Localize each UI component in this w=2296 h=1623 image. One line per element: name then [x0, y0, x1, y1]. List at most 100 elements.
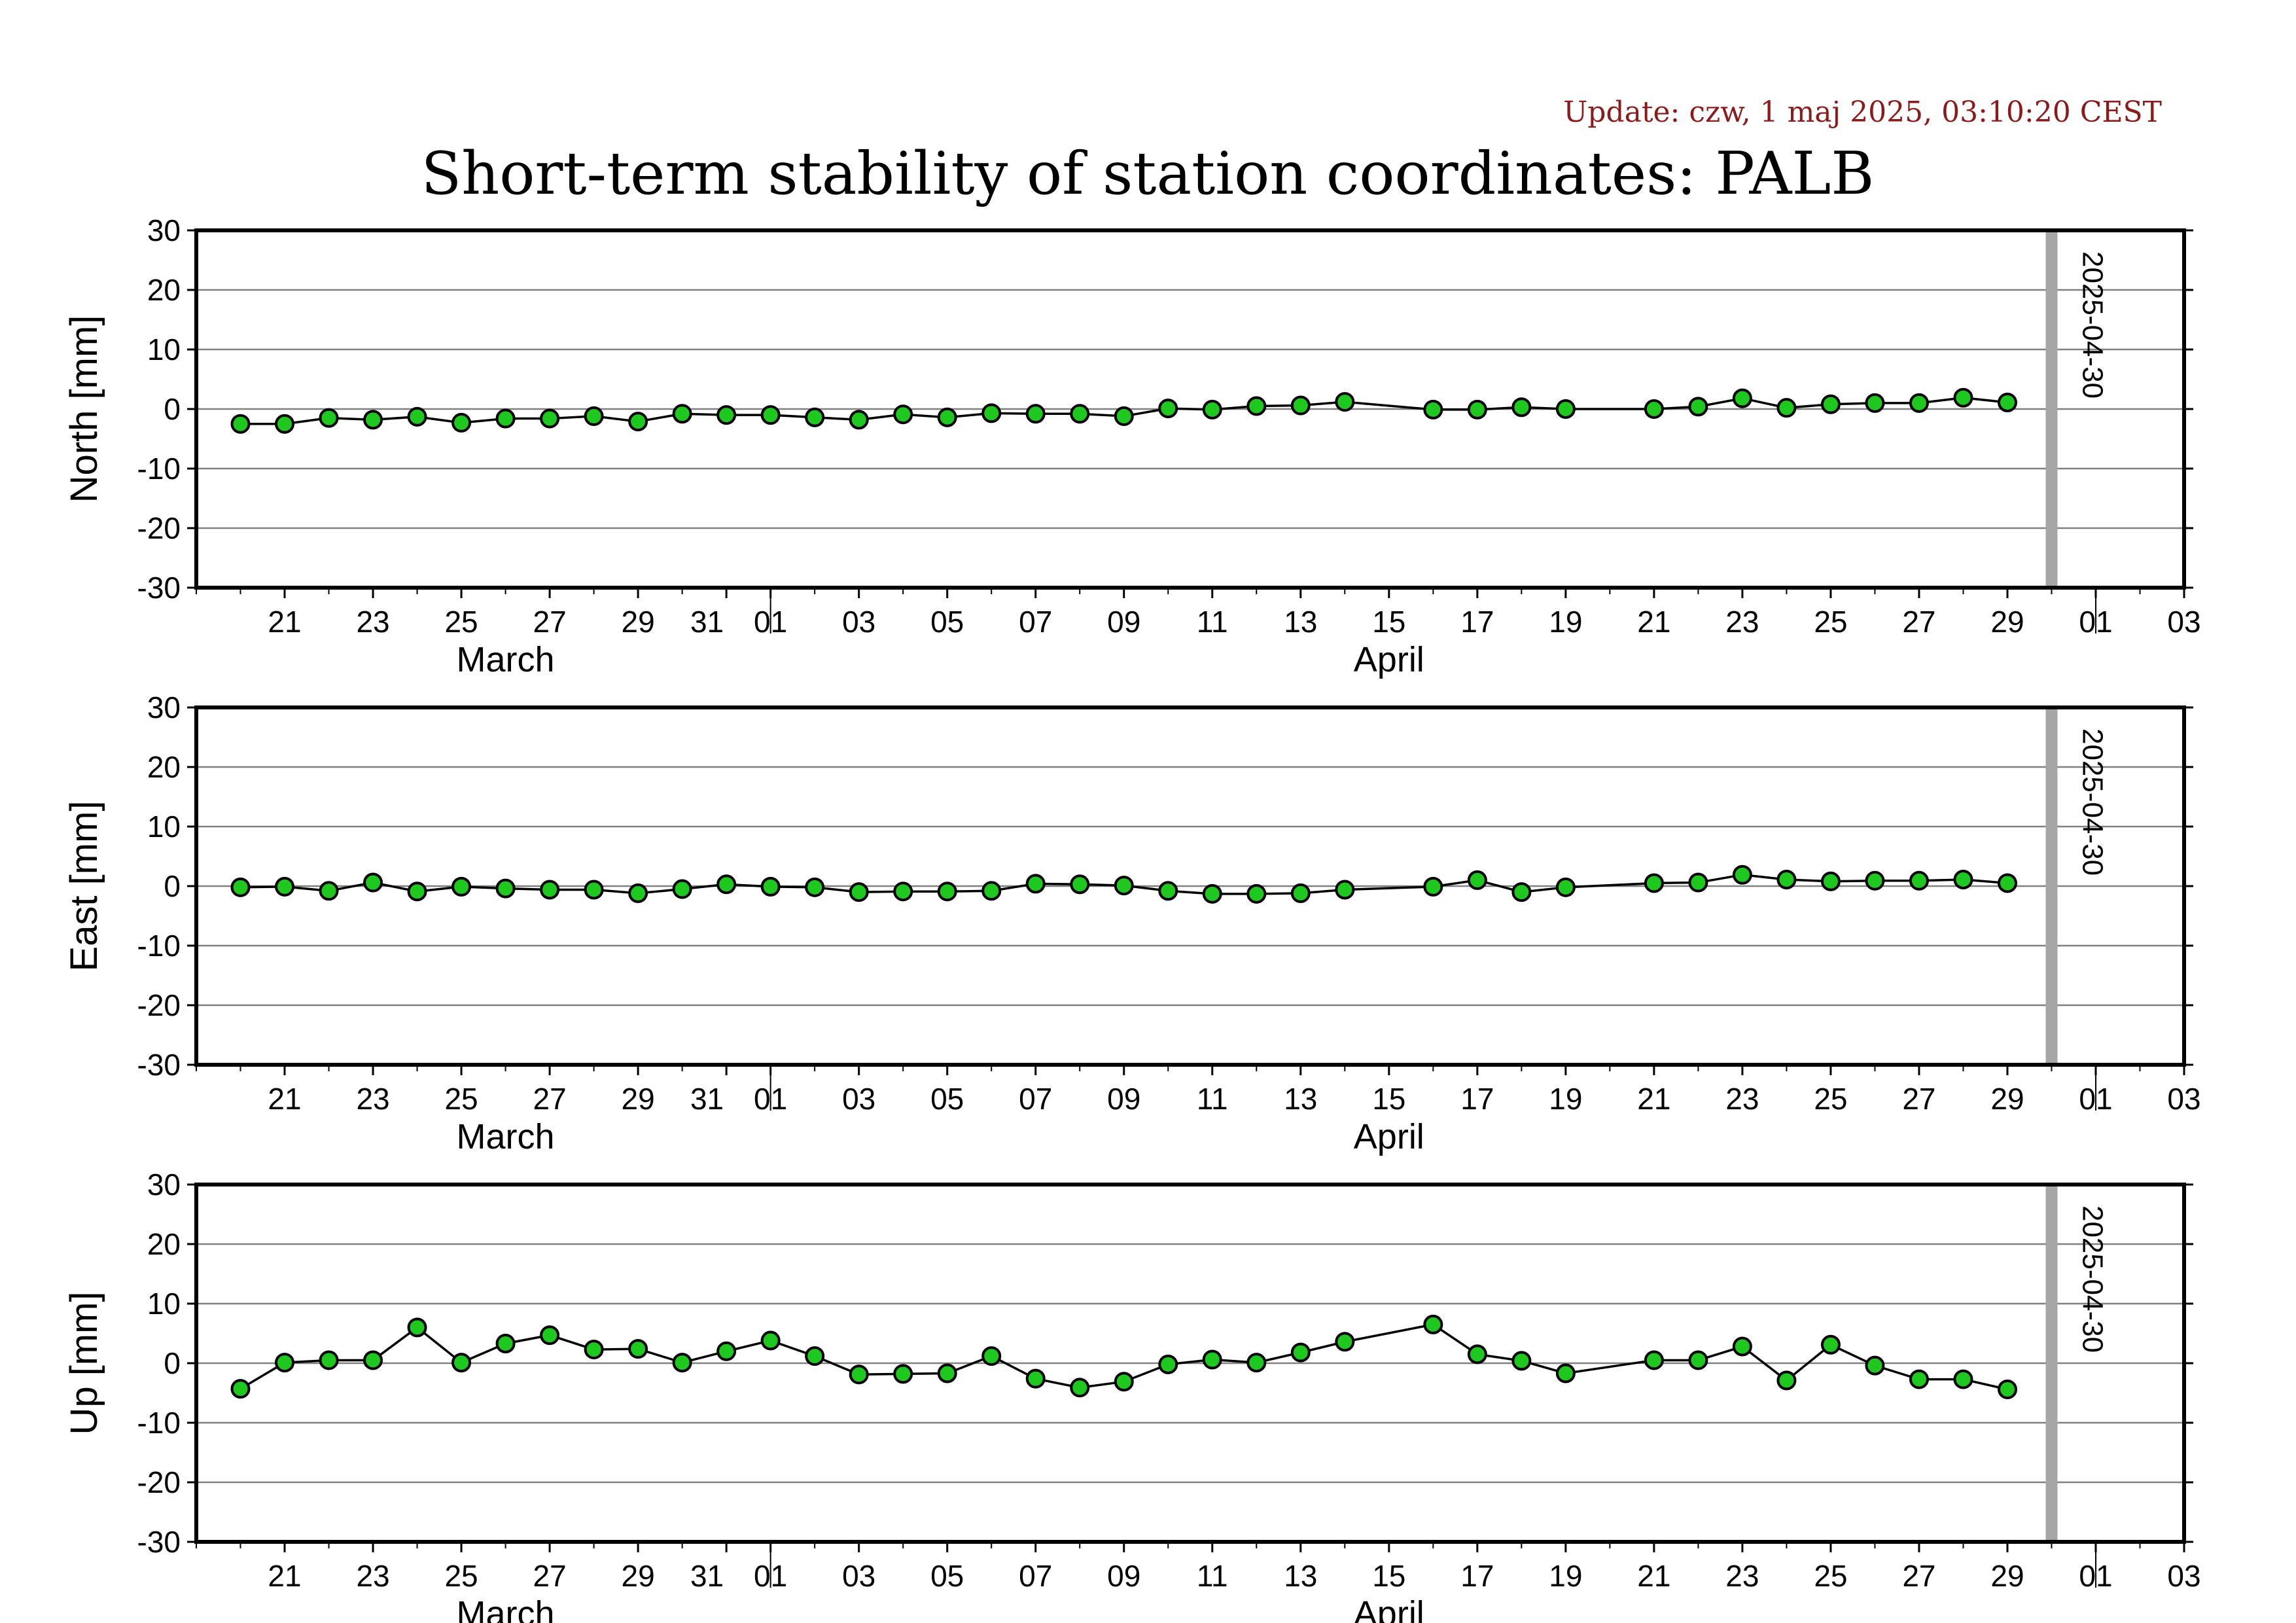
data-point	[1467, 870, 1487, 890]
data-point	[981, 881, 1002, 901]
current-date-bar	[2045, 1185, 2058, 1542]
x-tick-label: 27	[1902, 1559, 1935, 1593]
current-date-label: 2025-04-30	[2076, 728, 2108, 876]
data-point	[1555, 1363, 1576, 1383]
data-point	[1070, 404, 1090, 424]
x-tick-label: 31	[690, 1559, 724, 1593]
x-tick-label: 11	[1197, 1082, 1228, 1116]
data-point	[1511, 1351, 1532, 1371]
x-tick-label: 21	[1637, 605, 1670, 639]
data-point	[1467, 399, 1487, 419]
data-point	[363, 410, 383, 430]
y-tick-label: 10	[147, 332, 181, 366]
data-point	[1202, 399, 1222, 419]
y-tick-label: -20	[137, 1465, 181, 1499]
x-tick-label: 25	[444, 1559, 478, 1593]
y-tick-label: 0	[164, 869, 181, 903]
data-point	[1202, 883, 1222, 904]
data-point	[407, 406, 427, 427]
x-tick-label: 23	[356, 1559, 389, 1593]
data-point	[1025, 404, 1046, 424]
data-point	[584, 880, 604, 900]
x-tick-label: 13	[1284, 605, 1317, 639]
data-point	[363, 1350, 383, 1370]
data-point	[1732, 1336, 1752, 1357]
x-tick-label: 17	[1460, 1559, 1494, 1593]
data-point	[1820, 394, 1841, 414]
data-point	[1114, 1372, 1134, 1392]
data-point	[805, 407, 825, 427]
data-point	[672, 404, 692, 424]
data-point	[1290, 1342, 1311, 1363]
data-point	[893, 1364, 913, 1384]
data-point	[1644, 873, 1664, 893]
x-tick-label: 25	[1814, 605, 1847, 639]
x-tick-label: 29	[1990, 1559, 2024, 1593]
data-point	[805, 877, 825, 897]
x-tick-label: 23	[356, 605, 389, 639]
data-point	[275, 876, 295, 897]
plot-frame	[194, 705, 2186, 1067]
chart-title: Short-term stability of station coordina…	[421, 139, 1875, 208]
data-point	[319, 408, 339, 428]
x-tick-label: 03	[842, 605, 875, 639]
x-tick-label: 05	[930, 1559, 964, 1593]
x-tick-label: 19	[1549, 1082, 1582, 1116]
x-tick-label: 09	[1107, 1082, 1140, 1116]
x-tick-label: 27	[533, 1559, 567, 1593]
data-point	[1158, 1354, 1178, 1374]
x-tick-label: 29	[622, 605, 655, 639]
x-tick-label: 29	[622, 1082, 655, 1116]
y-axis-label: Up [mm]	[63, 1291, 105, 1435]
data-point	[1953, 1369, 1973, 1389]
data-point	[1511, 397, 1532, 418]
data-point	[937, 1363, 957, 1383]
y-tick-label: 20	[147, 273, 181, 307]
data-point	[1820, 871, 1841, 891]
data-point	[1997, 1380, 2017, 1400]
y-tick-label: 30	[147, 213, 181, 247]
data-point	[1909, 870, 1929, 891]
data-point	[1423, 1314, 1443, 1334]
y-tick-label: 30	[147, 690, 181, 724]
data-point	[1776, 869, 1797, 889]
data-point	[716, 874, 737, 895]
x-tick-label: 25	[1814, 1559, 1847, 1593]
data-point	[363, 872, 383, 893]
data-point	[760, 876, 781, 897]
update-timestamp: Update: czw, 1 maj 2025, 03:10:20 CEST	[1563, 96, 2162, 129]
x-tick-label: 03	[842, 1082, 875, 1116]
x-tick-label: 21	[1637, 1559, 1670, 1593]
x-tick-label: 03	[2167, 1082, 2200, 1116]
data-point	[1865, 1355, 1885, 1376]
data-point	[1290, 395, 1311, 416]
x-tick-label: 23	[1725, 605, 1759, 639]
data-point	[1909, 393, 1929, 413]
y-axis-label: East [mm]	[63, 800, 105, 971]
x-tick-label: 29	[622, 1559, 655, 1593]
data-point	[1776, 398, 1797, 418]
data-point	[319, 1350, 339, 1370]
data-point	[319, 881, 339, 901]
x-tick-label: 21	[268, 605, 301, 639]
x-tick-label: 31	[690, 1082, 724, 1116]
data-point	[407, 882, 427, 902]
data-point	[1644, 1350, 1664, 1370]
current-date-label: 2025-04-30	[2076, 251, 2108, 399]
month-label: March	[457, 640, 555, 679]
x-tick-label: 23	[356, 1082, 389, 1116]
x-tick-label: 23	[1725, 1082, 1759, 1116]
data-point	[1025, 874, 1046, 894]
y-tick-label: -20	[137, 988, 181, 1022]
y-tick-label: 10	[147, 1287, 181, 1321]
data-point	[540, 880, 560, 900]
data-point	[1335, 392, 1355, 412]
month-label: April	[1354, 640, 1424, 679]
data-point	[628, 412, 648, 432]
current-date-bar	[2045, 707, 2058, 1065]
month-label: March	[457, 1594, 555, 1623]
data-point	[1688, 1350, 1708, 1370]
data-point	[540, 1325, 560, 1346]
